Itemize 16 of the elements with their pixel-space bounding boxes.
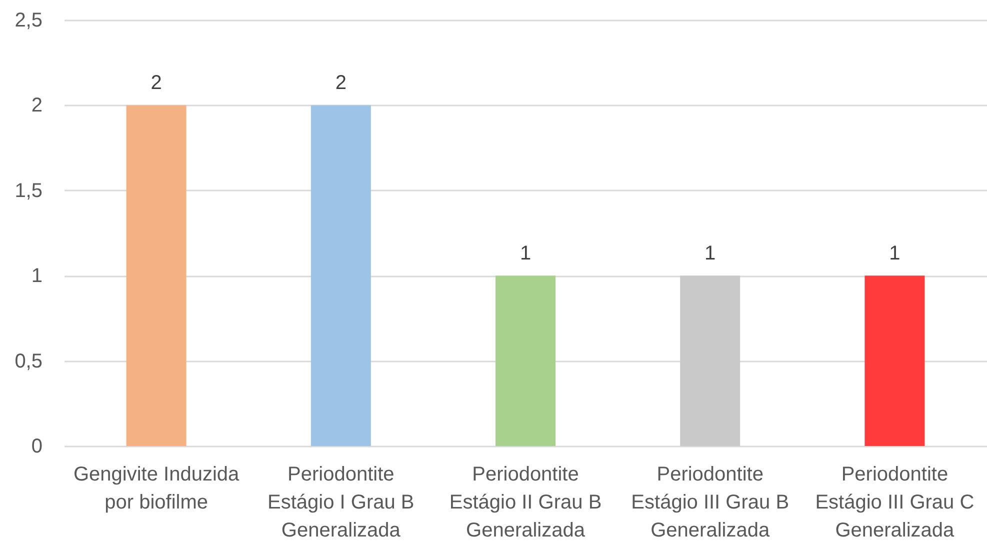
x-tick-label: Periodontite Estágio III Grau C Generalizada	[815, 464, 974, 542]
y-tick-label: 0,5	[14, 350, 42, 372]
y-tick-label: 1,5	[14, 180, 42, 202]
data-label: 1	[704, 242, 716, 265]
data-label: 2	[150, 72, 162, 94]
y-tick-label: 0	[31, 436, 42, 458]
data-label: 1	[889, 242, 900, 265]
y-tick-label: 2,5	[14, 10, 42, 32]
x-tick-label: Periodontite Estágio II Grau B Generalizada	[449, 464, 602, 542]
data-label: 2	[335, 72, 346, 94]
x-tick-label: Periodontite Estágio III Grau B Generalizada	[631, 464, 790, 542]
y-tick-label: 2	[31, 94, 42, 117]
x-tick-label: Gengivite Induzida por biofilme	[73, 464, 240, 514]
x-tick-label: Periodontite Estágio I Grau B Generalizada	[268, 464, 414, 542]
data-label: 1	[520, 242, 532, 265]
y-tick-label: 1	[31, 265, 42, 288]
